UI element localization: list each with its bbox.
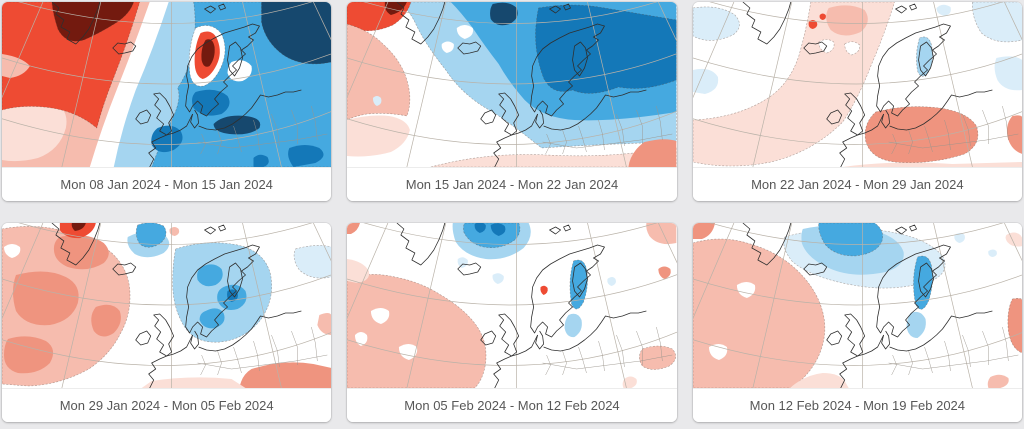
- date-range-caption: Mon 22 Jan 2024 - Mon 29 Jan 2024: [692, 167, 1022, 201]
- date-range-caption: Mon 05 Feb 2024 - Mon 12 Feb 2024: [347, 388, 677, 422]
- forecast-panel-card-2[interactable]: Mon 15 Jan 2024 - Mon 22 Jan 2024: [347, 2, 677, 201]
- forecast-panel-card-5[interactable]: Mon 05 Feb 2024 - Mon 12 Feb 2024: [347, 223, 677, 422]
- temperature-anomaly-map-5: [347, 223, 677, 388]
- temperature-anomaly-map-4: [2, 223, 332, 388]
- date-range-caption: Mon 08 Jan 2024 - Mon 15 Jan 2024: [2, 167, 332, 201]
- temperature-anomaly-map-6: [692, 223, 1022, 388]
- temperature-anomaly-map-3: [692, 2, 1022, 167]
- forecast-panel-card-6[interactable]: Mon 12 Feb 2024 - Mon 19 Feb 2024: [692, 223, 1022, 422]
- temperature-anomaly-map-1: [2, 2, 332, 167]
- date-range-caption: Mon 12 Feb 2024 - Mon 19 Feb 2024: [692, 388, 1022, 422]
- date-range-caption: Mon 29 Jan 2024 - Mon 05 Feb 2024: [2, 388, 332, 422]
- forecast-panel-card-1[interactable]: Mon 08 Jan 2024 - Mon 15 Jan 2024: [2, 2, 332, 201]
- date-range-caption: Mon 15 Jan 2024 - Mon 22 Jan 2024: [347, 167, 677, 201]
- temperature-anomaly-map-2: [347, 2, 677, 167]
- forecast-panel-card-3[interactable]: Mon 22 Jan 2024 - Mon 29 Jan 2024: [692, 2, 1022, 201]
- forecast-panel-card-4[interactable]: Mon 29 Jan 2024 - Mon 05 Feb 2024: [2, 223, 332, 422]
